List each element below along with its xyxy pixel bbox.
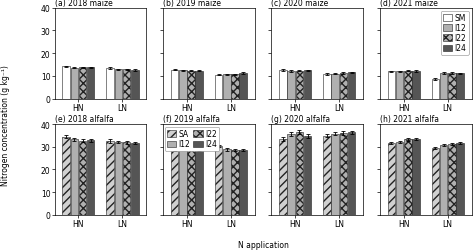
Bar [171,70,178,99]
Bar [296,132,303,215]
Bar [440,74,447,99]
Text: (d) 2021 maize: (d) 2021 maize [380,0,438,8]
Bar [456,74,464,99]
Bar [71,140,78,215]
Bar [404,140,411,215]
Bar [71,68,78,99]
Bar [215,75,222,99]
Bar [231,75,239,99]
Text: (g) 2020 alfalfa: (g) 2020 alfalfa [271,115,330,124]
Bar [323,75,331,99]
Bar [388,72,395,99]
Bar [87,141,94,215]
Bar [131,71,138,99]
Bar [348,73,356,99]
Bar [223,75,230,99]
Bar [215,146,222,215]
Text: (a) 2018 maize: (a) 2018 maize [55,0,112,8]
Bar [323,136,331,215]
Bar [223,150,230,215]
Text: N application: N application [237,240,289,250]
Text: (f) 2019 alfalfa: (f) 2019 alfalfa [163,115,220,124]
Bar [440,145,447,215]
Bar [279,71,287,99]
Bar [296,72,303,99]
Bar [331,134,339,215]
Bar [388,144,395,215]
Bar [404,72,411,99]
Bar [63,67,70,99]
Bar [131,144,138,215]
Bar [279,140,287,215]
Bar [115,143,122,215]
Bar [432,148,439,215]
Bar [79,68,86,99]
Bar [348,133,356,215]
Bar [340,74,347,99]
Bar [195,72,203,99]
Bar [107,69,114,99]
Bar [340,134,347,215]
Bar [412,139,419,215]
Bar [287,72,295,99]
Bar [231,150,239,215]
Bar [396,72,403,99]
Bar [179,148,186,215]
Bar [304,136,311,215]
Bar [448,144,456,215]
Legend: SA, I12, I22, I24: SA, I12, I22, I24 [165,128,219,151]
Bar [63,137,70,215]
Bar [195,150,203,215]
Bar [239,150,247,215]
Bar [123,143,130,215]
Bar [331,74,339,99]
Bar [396,143,403,215]
Text: (c) 2020 maize: (c) 2020 maize [271,0,328,8]
Bar [287,134,295,215]
Bar [179,71,186,99]
Bar [115,70,122,99]
Bar [432,80,439,99]
Bar [107,142,114,215]
Legend: SM, I12, I22, I24: SM, I12, I22, I24 [441,12,469,56]
Bar [87,68,94,99]
Bar [412,72,419,99]
Text: Nitrogen concentration (g kg⁻¹): Nitrogen concentration (g kg⁻¹) [1,65,10,185]
Text: (e) 2018 alfalfa: (e) 2018 alfalfa [55,115,113,124]
Bar [123,70,130,99]
Text: (b) 2019 maize: (b) 2019 maize [163,0,221,8]
Bar [239,74,247,99]
Text: (h) 2021 alfalfa: (h) 2021 alfalfa [380,115,439,124]
Bar [187,147,195,215]
Bar [79,141,86,215]
Bar [448,74,456,99]
Bar [171,150,178,215]
Bar [456,144,464,215]
Bar [304,71,311,99]
Bar [187,72,195,99]
